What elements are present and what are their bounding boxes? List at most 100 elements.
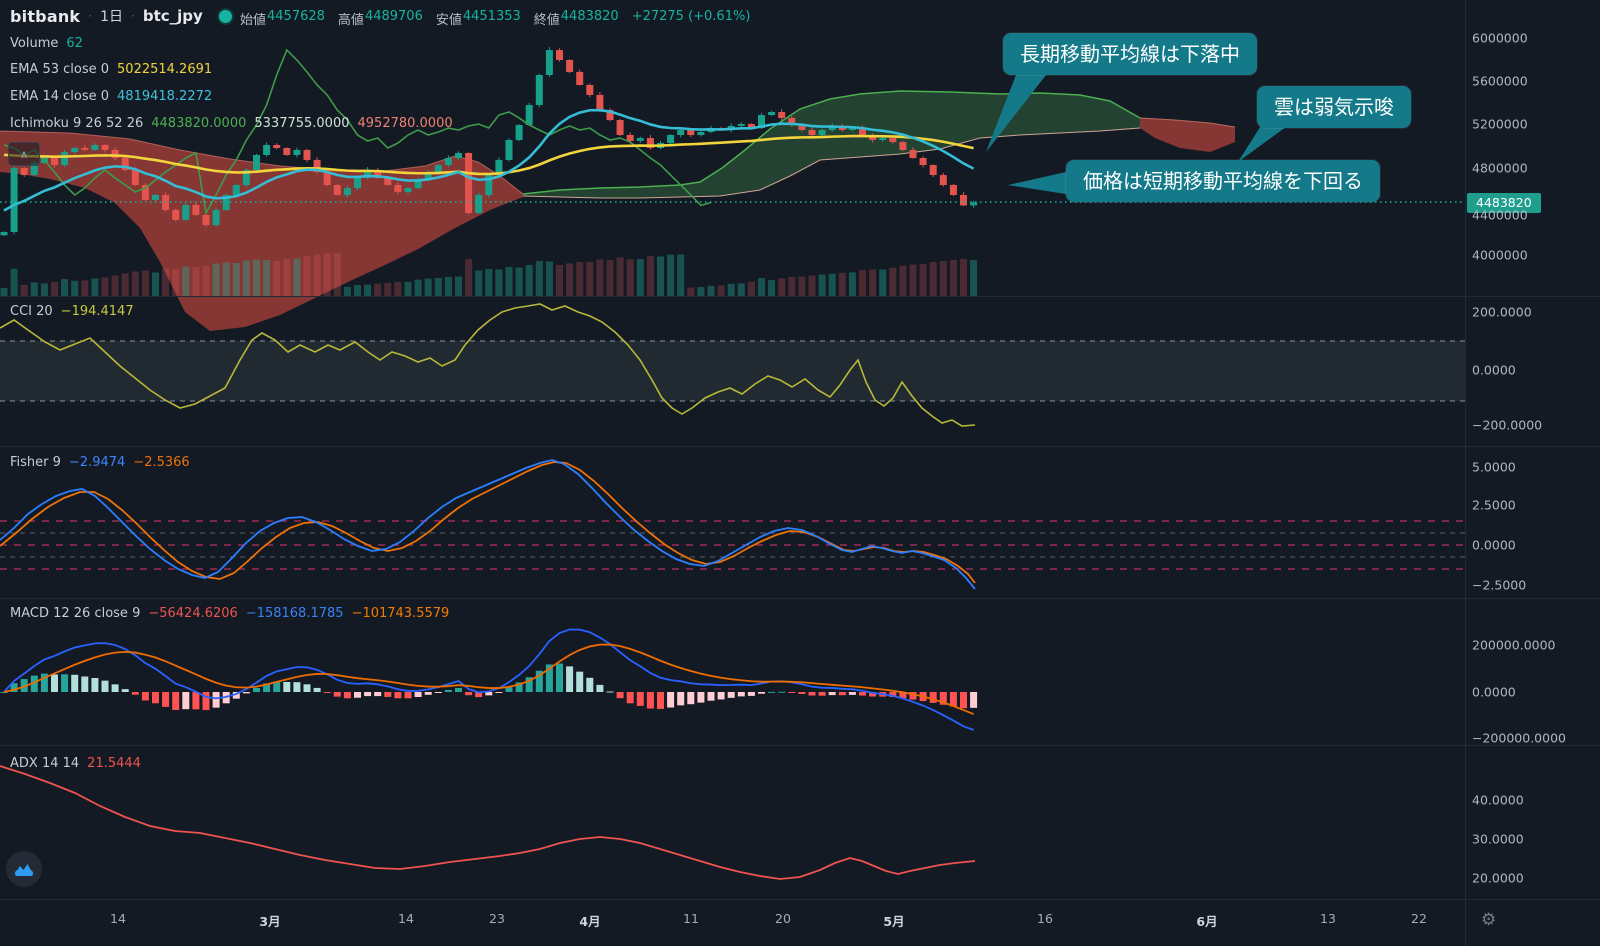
- legend-ema53[interactable]: EMA 53 close 0 5022514.2691: [10, 62, 212, 77]
- macd-signal-line: [3, 643, 974, 715]
- symbol-header: bitbank · 1日 · btc_jpy: [10, 6, 234, 26]
- legend-cci[interactable]: CCI 20 −194.4147: [10, 304, 134, 319]
- live-status-icon: [216, 7, 234, 25]
- price-tick: 5600000: [1472, 73, 1528, 89]
- pane-collapse-button[interactable]: ∧: [8, 142, 40, 166]
- legend-label: EMA 14 close 0: [10, 89, 110, 104]
- legend-value: 4952780.0000: [357, 116, 453, 131]
- legend-value: 4483820.0000: [151, 116, 247, 131]
- ohlc-pair: 始値 4457628: [240, 9, 325, 28]
- legend-volume[interactable]: Volume 62: [10, 36, 83, 51]
- price-tick: 200.0000: [1472, 304, 1532, 320]
- separator-dot: ·: [88, 9, 93, 23]
- time-tick: 16: [1037, 911, 1053, 926]
- legend-label: Volume: [10, 36, 59, 51]
- price-tick: 0.0000: [1472, 362, 1516, 378]
- legend-macd[interactable]: MACD 12 26 close 9 −56424.6206 −158168.1…: [10, 606, 449, 621]
- price-tick: −2.5000: [1472, 577, 1527, 593]
- legend-value: −158168.1785: [245, 606, 344, 621]
- legend-value: 5022514.2691: [117, 62, 213, 77]
- last-price-tag: 4483820: [1467, 193, 1541, 213]
- watermark-logo[interactable]: [6, 851, 42, 887]
- legend-label: EMA 53 close 0: [10, 62, 110, 77]
- ema14-line: [3, 108, 975, 212]
- ohlc-pair: 終値 4483820: [533, 9, 619, 28]
- legend-ichimoku[interactable]: Ichimoku 9 26 52 26 4483820.0000 5337755…: [10, 116, 453, 131]
- annotation-short-ma: 価格は短期移動平均線を下回る: [1066, 160, 1380, 202]
- price-tick: 0.0000: [1472, 537, 1516, 553]
- ohlc-readout: 始値 4457628 高値 4489706 安値 4451353 終値 4483820 +272…: [240, 9, 750, 28]
- fisher-levels: [0, 520, 1465, 570]
- legend-adx[interactable]: ADX 14 14 21.5444: [10, 756, 141, 771]
- legend-fisher[interactable]: Fisher 9 −2.9474 −2.5366: [10, 455, 190, 470]
- price-tick: 40.0000: [1472, 792, 1524, 808]
- macd-line: [3, 628, 974, 731]
- mountain-icon: [15, 864, 33, 876]
- callout-tail: [1008, 172, 1066, 194]
- time-tick: 3月: [259, 914, 281, 929]
- price-tick: 4000000: [1472, 247, 1528, 263]
- price-tick: 5200000: [1472, 116, 1528, 132]
- price-tick: 200000.0000: [1472, 637, 1556, 653]
- separator-dot: ·: [131, 9, 135, 23]
- legend-value: 5337755.0000: [254, 116, 350, 131]
- ohlc-pair: 高値 4489706: [337, 9, 423, 28]
- legend-value: −56424.6206: [148, 606, 238, 621]
- callout-tail: [1238, 124, 1290, 162]
- price-tick: 30.0000: [1472, 831, 1524, 847]
- legend-value: 21.5444: [87, 756, 141, 771]
- legend-value: 62: [66, 36, 83, 51]
- legend-label: Ichimoku 9 26 52 26: [10, 116, 144, 131]
- timezone-settings-icon[interactable]: ⚙: [1481, 910, 1497, 930]
- time-tick: 14: [110, 911, 126, 926]
- price-tick: 4400000: [1472, 207, 1528, 223]
- change-value: +27275 (+0.61%): [631, 9, 751, 24]
- interval-button[interactable]: 1日: [100, 9, 124, 25]
- ohlc-pair: 安値 4451353: [435, 9, 521, 28]
- legend-ema14[interactable]: EMA 14 close 0 4819418.2272: [10, 89, 212, 104]
- price-tick: 20.0000: [1472, 870, 1524, 886]
- fisher-trigger-line: [0, 461, 976, 584]
- price-tick: 6000000: [1472, 30, 1528, 46]
- cci-line: [0, 303, 976, 427]
- macd-histogram: [0, 663, 978, 711]
- time-tick: 6月: [1196, 914, 1218, 929]
- symbol-button[interactable]: btc_jpy: [142, 7, 203, 25]
- legend-label: ADX 14 14: [10, 756, 80, 771]
- annotation-long-ma: 長期移動平均線は下落中: [1003, 33, 1257, 75]
- candles: [0, 47, 978, 236]
- cci-band: [0, 340, 1465, 402]
- legend-value: −2.9474: [68, 455, 126, 470]
- legend-value: −2.5366: [133, 455, 190, 470]
- price-tick: 0.0000: [1472, 684, 1516, 700]
- adx-line: [0, 765, 976, 880]
- time-tick: 20: [775, 911, 791, 926]
- time-tick: 14: [398, 911, 414, 926]
- time-tick: 23: [489, 911, 505, 926]
- time-tick: 13: [1320, 911, 1336, 926]
- price-tick: −200000.0000: [1472, 730, 1566, 746]
- legend-value: −101743.5579: [351, 606, 450, 621]
- legend-label: MACD 12 26 close 9: [10, 606, 141, 621]
- time-tick: 22: [1411, 911, 1427, 926]
- legend-label: CCI 20: [10, 304, 53, 319]
- price-tick: −200.0000: [1472, 417, 1543, 433]
- price-tick: 5.0000: [1472, 459, 1516, 475]
- callout-tail: [986, 75, 1046, 152]
- time-tick: 5月: [883, 914, 905, 929]
- ema53-line: [3, 134, 974, 176]
- fisher-line: [0, 459, 976, 590]
- exchange-name: bitbank: [10, 6, 81, 26]
- price-tick: 4800000: [1472, 160, 1528, 176]
- annotation-cloud: 雲は弱気示唆: [1257, 86, 1411, 128]
- legend-label: Fisher 9: [10, 455, 61, 470]
- legend-value: 4819418.2272: [117, 89, 213, 104]
- time-tick: 4月: [579, 914, 601, 929]
- price-tick: 2.5000: [1472, 497, 1516, 513]
- time-tick: 11: [683, 911, 699, 926]
- legend-value: −194.4147: [60, 304, 134, 319]
- volume-bars: [0, 253, 978, 296]
- chikou-line: [3, 48, 712, 216]
